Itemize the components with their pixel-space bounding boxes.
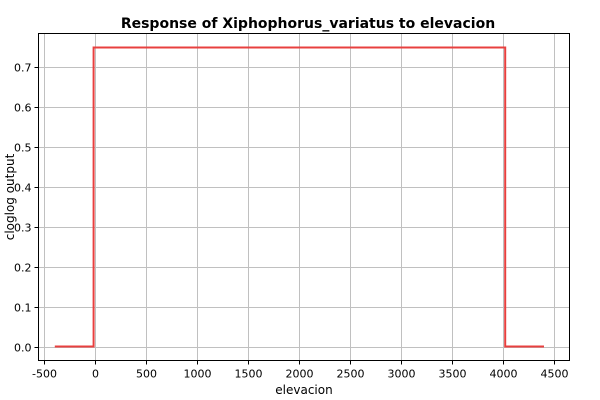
- y-tick-label: 0.5: [14, 142, 32, 155]
- response-curve: [54, 46, 544, 348]
- series-layer: [54, 46, 544, 348]
- x-tick-label: 4000: [490, 368, 518, 381]
- x-tick-label: 500: [136, 368, 157, 381]
- y-tick-label: 0.0: [14, 342, 32, 355]
- y-tick-label: 0.1: [14, 302, 32, 315]
- y-axis-label: cloglog output: [3, 153, 17, 240]
- x-tick-label: 3000: [388, 368, 416, 381]
- x-tick-label: 1000: [184, 368, 212, 381]
- x-tick-label: 2000: [286, 368, 314, 381]
- x-tick-label: 0: [92, 368, 99, 381]
- y-tick-label: 0.7: [14, 62, 32, 75]
- y-tick-label: 0.4: [14, 182, 32, 195]
- x-tick-label: 2500: [337, 368, 365, 381]
- grid-lines: [38, 33, 570, 361]
- y-tick-label: 0.3: [14, 222, 32, 235]
- y-tick-label: 0.2: [14, 262, 32, 275]
- plot-frame: [38, 33, 570, 361]
- x-tick-label: 3500: [439, 368, 467, 381]
- x-tick-label: 1500: [235, 368, 263, 381]
- x-axis-label: elevacion: [275, 383, 332, 397]
- x-tick-label: 4500: [541, 368, 569, 381]
- chart-title: Response of Xiphophorus_variatus to elev…: [121, 16, 495, 32]
- y-tick-label: 0.6: [14, 102, 32, 115]
- x-tick-label: -500: [32, 368, 57, 381]
- axis-ticks: -500 0 500 1000 1500 2000 2500 3000 3500 4000 4500…: [14, 62, 569, 381]
